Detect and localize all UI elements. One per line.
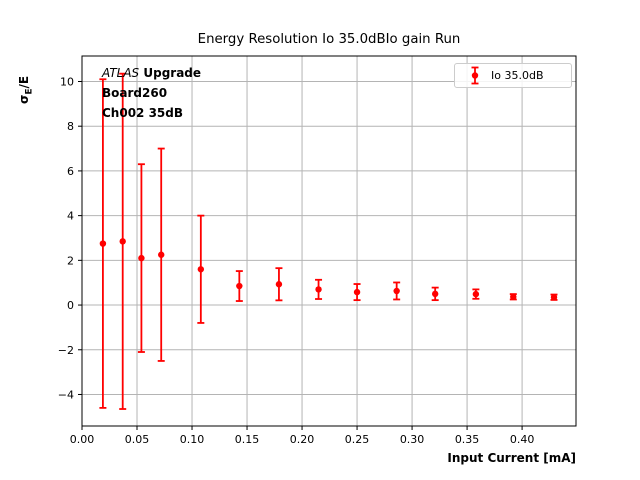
x-tick-label: 0.15 [235,433,260,446]
data-point [236,282,243,290]
annotation-line-3: Ch002 35dB [102,106,184,120]
y-tick-label: 4 [67,210,74,223]
data-point [138,254,145,262]
y-axis-label-subscript: E [24,88,35,95]
data-point [315,286,322,293]
annotation-atlas: ATLAS [102,66,140,80]
y-tick-label: 6 [67,165,74,178]
y-axis-label-sigma: σ [17,94,31,104]
x-tick-label: 0.00 [70,433,95,446]
x-tick-label: 0.05 [125,433,150,446]
data-point [472,290,480,298]
data-point [119,238,126,245]
data-point [393,287,400,295]
y-tick-label: −4 [58,388,74,401]
data-point [431,290,439,298]
y-tick-label: 10 [60,75,74,88]
data-point [275,281,283,288]
y-axis-label-rest: /E [17,75,31,89]
legend-label: Io 35.0dB [491,69,544,82]
chart-title: Energy Resolution Io 35.0dBIo gain Run [197,32,461,47]
data-point [197,266,205,273]
x-tick-label: 0.10 [180,433,205,446]
y-tick-label: 8 [67,120,74,133]
x-tick-label: 0.40 [510,433,535,446]
y-tick-label: 2 [67,254,74,267]
legend-errorbar-icon [471,66,479,85]
data-point [158,251,165,258]
plot-border [81,55,577,427]
y-axis-label: σE/E [17,76,34,104]
x-tick-label: 0.35 [455,433,480,446]
x-axis-label: Input Current [mA] [447,451,576,465]
data-point [510,293,517,300]
annotation-line-1: ATLAS Upgrade [102,63,201,83]
data-point [550,294,558,301]
x-tick-label: 0.20 [290,433,315,446]
y-tick-label: −2 [58,344,74,357]
x-tick-label: 0.30 [400,433,425,446]
legend-box: Io 35.0dB [454,63,572,88]
data-point [353,288,361,296]
x-tick-label: 0.25 [345,433,370,446]
y-tick-label: 0 [67,299,74,312]
annotation-block: ATLAS Upgrade Board260 Ch002 35dB [102,63,201,123]
data-point [99,240,107,247]
annotation-line-2: Board260 [102,86,168,100]
annotation-upgrade: Upgrade [139,66,202,80]
